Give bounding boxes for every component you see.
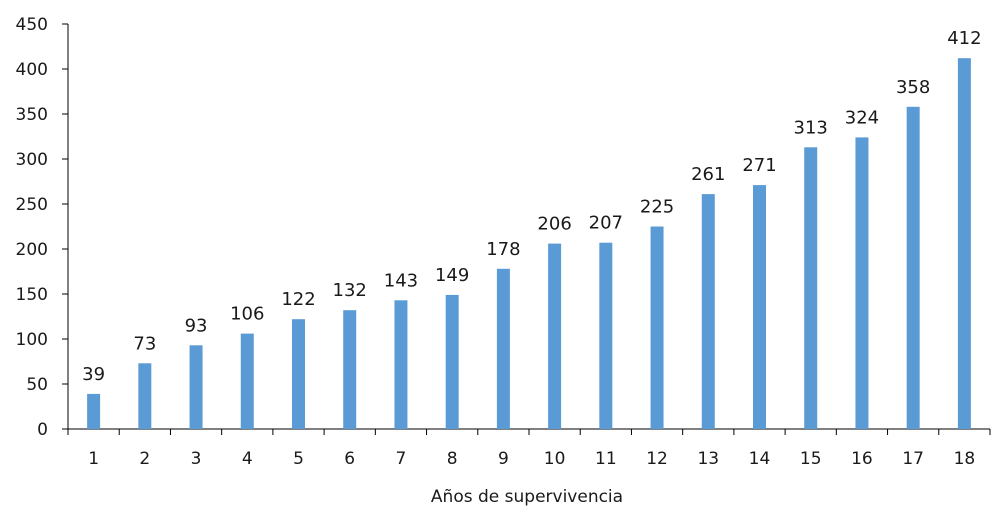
data-label: 358 (896, 77, 930, 98)
bar (906, 106, 920, 430)
x-axis: 1 2 3 4 5 6 7 8 9 10 11 12 13 14 15 16 17 18 (67, 428, 991, 469)
data-label: 261 (691, 164, 725, 185)
data-label: 313 (794, 117, 828, 138)
bar (548, 243, 562, 429)
bar (753, 185, 766, 429)
bar (87, 393, 101, 429)
data-label: 39 (82, 364, 105, 385)
bar (599, 242, 613, 429)
x-tick-label: 5 (293, 449, 304, 469)
bar (240, 333, 254, 429)
data-label: 143 (384, 270, 418, 291)
data-label: 132 (333, 280, 367, 301)
x-tick-label: 11 (595, 449, 617, 469)
x-tick-label: 4 (242, 449, 253, 469)
y-tick-label: 300 (16, 150, 48, 170)
bar (292, 319, 305, 429)
data-labels: 39 73 93 106 122 132 143 149 178 206 207 225 261 271 3… (82, 28, 981, 385)
x-tick-label: 7 (396, 449, 407, 469)
bar (138, 363, 152, 429)
bar (957, 58, 971, 429)
x-tick-label: 14 (749, 449, 771, 469)
y-tick-label: 200 (16, 240, 48, 260)
x-tick-label: 2 (139, 449, 150, 469)
x-axis-title: Años de supervivencia (431, 487, 623, 507)
y-tick-label: 50 (26, 375, 48, 395)
data-label: 206 (537, 214, 571, 235)
bar (496, 268, 510, 429)
bar (445, 294, 459, 429)
bar (804, 147, 818, 430)
data-label: 178 (486, 239, 520, 260)
y-tick-label: 350 (16, 105, 48, 125)
data-label: 93 (185, 315, 208, 336)
data-label: 271 (742, 155, 776, 176)
x-tick-label: 8 (447, 449, 458, 469)
data-label: 106 (230, 304, 264, 325)
x-tick-label: 6 (344, 449, 355, 469)
y-tick-label: 100 (16, 330, 48, 350)
bar (701, 194, 715, 429)
data-label: 207 (589, 213, 623, 234)
x-tick-label: 13 (697, 449, 719, 469)
x-tick-label: 17 (902, 449, 924, 469)
x-tick-label: 10 (544, 449, 566, 469)
x-tick-label: 18 (954, 449, 976, 469)
data-label: 122 (281, 289, 315, 310)
data-label: 324 (845, 107, 879, 128)
x-tick-label: 1 (88, 449, 99, 469)
data-label: 412 (947, 28, 981, 49)
bar (650, 226, 664, 429)
y-tick-label: 400 (16, 60, 48, 80)
data-label: 225 (640, 197, 674, 218)
bar (189, 345, 203, 429)
y-axis: 0 50 100 150 200 250 300 350 400 450 (16, 15, 69, 440)
x-tick-label: 12 (646, 449, 668, 469)
bar (394, 300, 408, 429)
x-tick-label: 3 (191, 449, 202, 469)
y-tick-label: 250 (16, 195, 48, 215)
x-tick-label: 16 (851, 449, 873, 469)
bar-series (87, 58, 971, 430)
data-label: 73 (133, 333, 156, 354)
x-tick-label: 9 (498, 449, 509, 469)
y-tick-label: 0 (37, 420, 48, 440)
bar (855, 137, 869, 429)
y-tick-label: 450 (16, 15, 48, 35)
bar (343, 310, 357, 429)
data-label: 149 (435, 265, 469, 286)
x-tick-label: 15 (800, 449, 822, 469)
y-tick-label: 150 (16, 285, 48, 305)
